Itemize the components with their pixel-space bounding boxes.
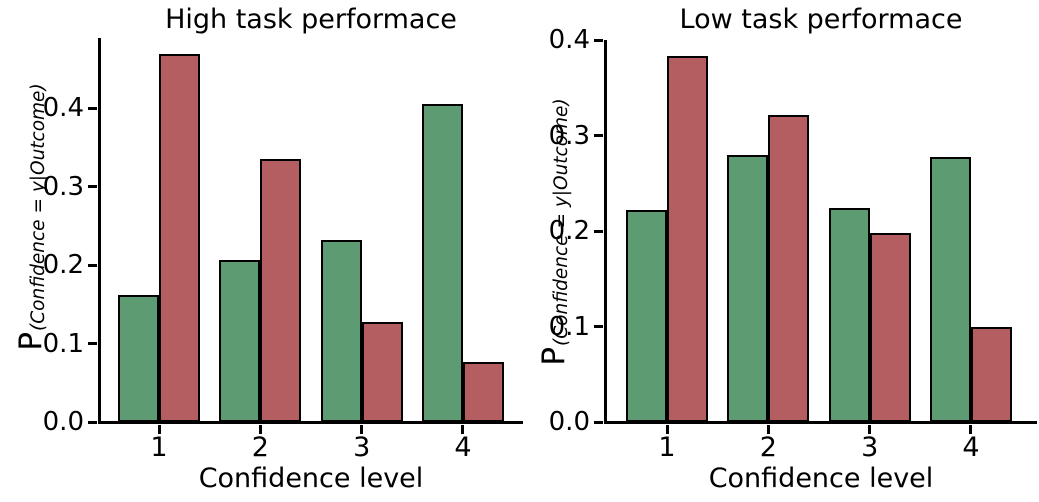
x-tick-label: 1 [658, 432, 676, 463]
bar-red-3 [869, 232, 911, 422]
plot-area: 0.0 0.1 0.2 0.3 0.4 1 2 3 4 [43, 38, 523, 463]
bar-red-2 [768, 114, 810, 422]
x-tick-mark [868, 425, 872, 434]
x-axis-spine [97, 420, 523, 424]
bar-green-3 [828, 208, 870, 422]
y-tick-mark [88, 106, 97, 110]
bar-green-2 [219, 259, 261, 422]
y-tick-label: 0.3 [42, 171, 84, 202]
bar-green-4 [421, 104, 463, 422]
x-axis-spine [603, 420, 1037, 424]
x-tick-label: 2 [251, 432, 269, 463]
bar-green-1 [118, 295, 159, 422]
y-tick-mark [594, 325, 603, 328]
chart-title: Low task performace [679, 4, 963, 35]
bar-green-2 [727, 154, 769, 422]
bar-red-1 [159, 54, 200, 422]
bar-red-4 [970, 326, 1012, 422]
bar-red-2 [260, 159, 302, 422]
y-tick-mark [88, 420, 97, 424]
bar-red-1 [667, 56, 708, 422]
x-tick-mark [969, 425, 973, 434]
y-axis-label-p: P [535, 346, 572, 366]
y-tick-mark [88, 263, 97, 267]
x-tick-mark [258, 425, 262, 434]
plot-area: 0.0 0.1 0.2 0.3 0.4 1 2 3 4 [549, 25, 1037, 463]
x-tick-mark [157, 425, 161, 434]
y-axis-spine [97, 38, 101, 424]
y-tick-label: 0.1 [548, 311, 590, 342]
x-tick-label: 3 [861, 432, 879, 463]
x-tick-mark [766, 425, 770, 434]
y-tick-mark [594, 38, 603, 42]
y-tick-mark [594, 134, 603, 137]
x-tick-label: 2 [759, 432, 777, 463]
x-tick-label: 1 [150, 432, 168, 463]
bar-green-3 [320, 240, 362, 422]
bar-green-4 [929, 157, 971, 422]
y-tick-label: 0.2 [548, 216, 590, 246]
y-tick-label: 0.1 [42, 328, 84, 359]
x-axis-label: Confidence level [708, 463, 934, 494]
y-tick-label: 0.0 [548, 407, 590, 437]
y-tick-mark [88, 342, 97, 346]
x-tick-mark [665, 425, 669, 434]
x-tick-mark [360, 425, 364, 434]
bar-red-4 [462, 362, 504, 422]
y-tick-mark [594, 420, 603, 424]
y-tick-label: 0.0 [42, 407, 84, 437]
y-tick-mark [88, 185, 97, 189]
bar-red-3 [361, 321, 403, 422]
y-tick-label: 0.4 [42, 93, 84, 124]
chart-title: High task performace [165, 4, 457, 35]
y-tick-label: 0.4 [548, 25, 590, 55]
x-axis-label: Confidence level [198, 463, 424, 494]
y-axis-spine [603, 40, 607, 424]
x-tick-label: 4 [454, 432, 472, 463]
x-tick-label: 4 [962, 432, 980, 463]
x-tick-label: 3 [353, 432, 371, 463]
y-tick-mark [594, 229, 603, 233]
x-tick-mark [461, 425, 465, 434]
bar-green-1 [626, 210, 667, 422]
y-tick-label: 0.2 [42, 250, 84, 281]
y-tick-label: 0.3 [548, 120, 590, 151]
